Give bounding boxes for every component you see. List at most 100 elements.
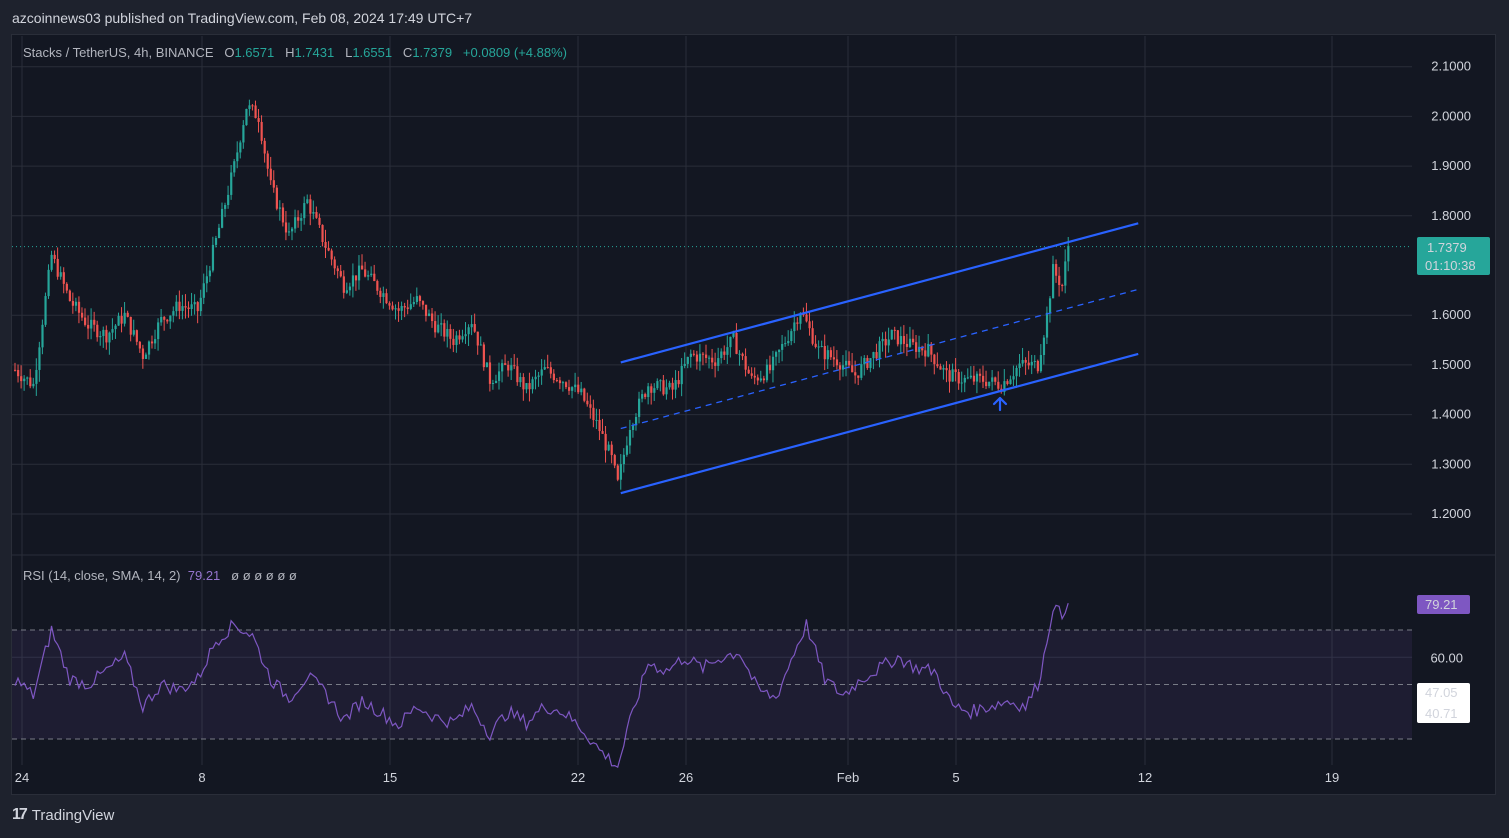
candle-body xyxy=(135,330,138,342)
candle xyxy=(71,292,75,314)
candle xyxy=(811,320,814,346)
candle-body xyxy=(263,140,266,154)
rsi-legend[interactable]: RSI (14, close, SMA, 14, 2) 79.21 ø ø ø … xyxy=(23,568,297,583)
candle xyxy=(1030,354,1033,375)
candle-body xyxy=(680,365,683,385)
candle-body xyxy=(504,363,507,365)
candle xyxy=(99,331,102,346)
candle-body xyxy=(759,378,762,381)
candle-body xyxy=(150,341,154,344)
candle-body xyxy=(918,346,921,352)
candle-body xyxy=(199,297,202,312)
candle xyxy=(403,302,406,318)
candle xyxy=(351,263,355,298)
tradingview-logo[interactable]: 17 TradingView xyxy=(12,806,114,824)
candle-body xyxy=(287,231,291,233)
candle-body xyxy=(431,313,434,322)
candle-body xyxy=(829,350,832,358)
candle xyxy=(771,350,775,383)
candle xyxy=(440,313,443,337)
candle-body xyxy=(857,375,860,378)
candle xyxy=(361,254,364,270)
candle-body xyxy=(1003,381,1006,392)
candle xyxy=(744,348,747,377)
candle xyxy=(208,265,212,283)
candle-body xyxy=(638,398,641,417)
candle-body xyxy=(997,381,1000,389)
candle-body xyxy=(741,353,744,357)
candle-body xyxy=(893,329,896,331)
candle-body xyxy=(915,342,918,352)
candle-body xyxy=(671,382,674,390)
candle xyxy=(704,344,708,364)
candle-body xyxy=(424,304,428,316)
candle xyxy=(1027,350,1030,370)
candle xyxy=(217,223,221,239)
candle-body xyxy=(254,105,257,119)
candle xyxy=(382,286,385,309)
candle xyxy=(753,367,756,385)
candle xyxy=(814,335,817,349)
candle-body xyxy=(14,369,17,371)
candle xyxy=(698,344,702,371)
candle-body xyxy=(26,377,29,379)
candle-body xyxy=(479,344,482,346)
candle xyxy=(625,436,629,457)
candle xyxy=(35,358,38,396)
candle xyxy=(373,264,376,282)
candle-body xyxy=(890,329,893,340)
candle xyxy=(619,454,622,490)
candle xyxy=(424,304,428,322)
candle xyxy=(747,366,750,374)
candle xyxy=(494,374,498,384)
candle-body xyxy=(1024,359,1027,363)
price-tick-label: 1.2000 xyxy=(1431,506,1471,521)
candle-body xyxy=(604,433,607,451)
candle-body xyxy=(644,394,647,398)
rsi-sma-value: 47.05 xyxy=(1425,685,1458,700)
candle-body xyxy=(549,367,552,374)
candle-body xyxy=(957,372,960,384)
brand-name: TradingView xyxy=(31,806,115,824)
candle-body xyxy=(345,290,348,293)
rsi-sma-badge-box xyxy=(1417,683,1470,723)
symbol-legend[interactable]: Stacks / TetherUS, 4h, BINANCE O1.6571 H… xyxy=(23,45,567,60)
price-tick-label: 2.1000 xyxy=(1431,59,1471,74)
candle-body xyxy=(851,365,854,373)
candle-body xyxy=(452,338,455,345)
candle xyxy=(29,369,32,389)
candle-body xyxy=(324,241,327,248)
candle-body xyxy=(537,375,540,377)
candle xyxy=(135,329,138,346)
candle xyxy=(784,336,787,347)
candle-body xyxy=(568,387,571,391)
candle xyxy=(680,358,683,397)
candle xyxy=(254,100,257,119)
candle xyxy=(17,364,20,383)
candle xyxy=(616,463,619,482)
candle-body xyxy=(248,105,251,109)
candle xyxy=(908,326,912,349)
candle xyxy=(564,381,568,390)
candle-body xyxy=(178,301,181,311)
candle-body xyxy=(93,319,96,325)
candle-body xyxy=(409,304,412,309)
candle-body xyxy=(126,312,129,317)
candle xyxy=(473,313,476,333)
candle-body xyxy=(631,425,635,431)
candle-body xyxy=(698,353,702,362)
candle xyxy=(981,365,985,389)
candle xyxy=(385,288,388,305)
candle-body xyxy=(848,360,851,366)
candle xyxy=(87,315,90,340)
candle-body xyxy=(902,336,906,344)
candle-body xyxy=(193,302,196,305)
candle-body xyxy=(1030,361,1033,366)
candle xyxy=(641,389,644,403)
candle-body xyxy=(236,152,239,162)
candle xyxy=(303,196,306,225)
candle xyxy=(491,379,495,390)
candle xyxy=(905,333,909,357)
candle xyxy=(455,331,458,353)
